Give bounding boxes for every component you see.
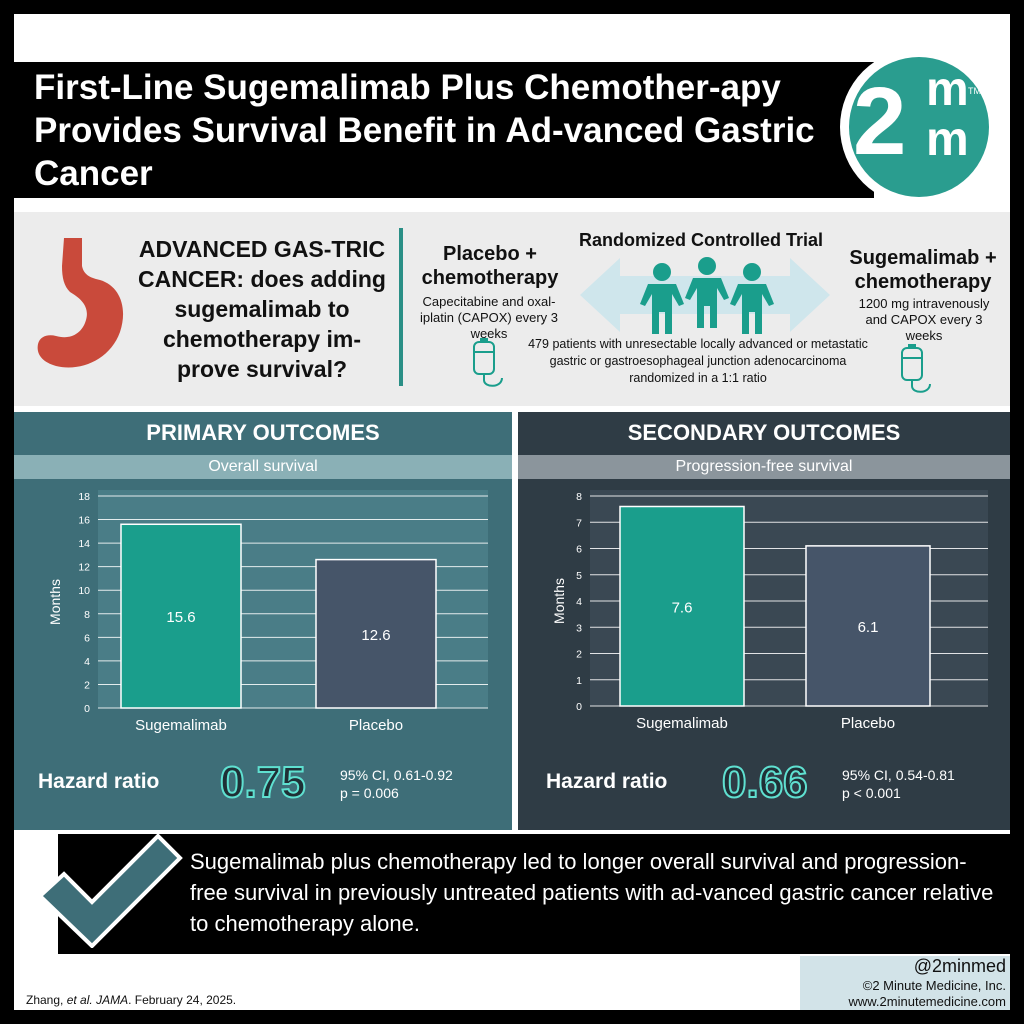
x-tick-label: Placebo — [841, 715, 895, 732]
conclusion-text: Sugemalimab plus chemotherapy led to lon… — [190, 849, 994, 936]
y-axis-label: Months — [47, 579, 63, 625]
y-tick-label: 4 — [576, 596, 582, 608]
placebo-arm-description: Capecitabine and oxal-iplatin (CAPOX) ev… — [420, 294, 558, 341]
iv-bag-icon-treatment — [901, 344, 931, 393]
citation: Zhang, et al. JAMA. February 24, 2025. — [26, 993, 236, 1007]
study-question: ADVANCED GAS-TRIC CANCER: does adding su… — [138, 236, 386, 382]
checkmark-icon — [37, 833, 183, 948]
secondary-hazard-label: Hazard ratio — [546, 770, 668, 793]
bar-sugemalimab — [120, 523, 242, 709]
bar-placebo — [315, 558, 437, 709]
trial-design-label: Randomized Controlled Trial — [578, 230, 824, 250]
secondary-hazard-value: 0.66 — [721, 757, 809, 808]
y-tick-label: 6 — [576, 544, 582, 556]
x-tick-label: Placebo — [349, 717, 403, 734]
y-tick-label: 16 — [78, 515, 90, 527]
y-tick-label: 0 — [576, 701, 582, 713]
secondary-confidence-interval: 95% CI, 0.54-0.81 — [842, 767, 955, 783]
y-tick-label: 1 — [576, 675, 582, 687]
conclusion-banner — [58, 834, 1010, 954]
overall-survival-chart: 0 2 4 6 8 10 12 14 16 18 Months 15.6 Sugemalimab 12.6… — [47, 490, 488, 734]
patients-icon — [640, 257, 774, 334]
y-tick-label: 6 — [84, 632, 90, 644]
brand-logo-circle — [849, 57, 989, 197]
citation-journal: JAMA — [96, 993, 129, 1007]
pfs-chart: 0 1 2 3 4 5 6 7 8 Months 7.6 Sugemalimab 6.1 Placebo — [551, 490, 988, 732]
primary-confidence-interval: 95% CI, 0.61-0.92 — [340, 767, 453, 783]
x-tick-label: Sugemalimab — [636, 715, 728, 732]
pfs-subheading: Progression-free survival — [518, 455, 1010, 479]
y-tick-label: 2 — [84, 679, 90, 691]
y-tick-label: 18 — [78, 491, 90, 503]
logo-digit: 2 — [853, 68, 907, 175]
bar-sugemalimab — [619, 505, 745, 707]
overall-survival-subheading: Overall survival — [14, 455, 512, 479]
page-title: First-Line Sugemalimab Plus Chemother-ap… — [34, 68, 815, 193]
y-tick-label: 10 — [78, 585, 90, 597]
logo-letter-bottom: m — [926, 113, 969, 166]
copyright: ©2 Minute Medicine, Inc. — [862, 978, 1006, 993]
trial-design-section — [14, 212, 1010, 406]
y-tick-label: 3 — [576, 622, 582, 634]
primary-p-value: p = 0.006 — [340, 785, 399, 801]
primary-hazard-label: Hazard ratio — [38, 770, 160, 793]
y-tick-label: 2 — [576, 649, 582, 661]
x-tick-label: Sugemalimab — [135, 717, 227, 734]
trial-population: 479 patients with unresectable locally a… — [528, 337, 868, 385]
bar-value-label: 12.6 — [361, 627, 390, 644]
placebo-arm-title: Placebo + chemotherapy — [421, 243, 559, 289]
secondary-p-value: p < 0.001 — [842, 785, 901, 801]
primary-hazard-value: 0.75 — [219, 757, 307, 808]
y-tick-label: 12 — [78, 562, 90, 574]
bar-value-label: 6.1 — [858, 619, 879, 636]
y-tick-label: 14 — [78, 538, 90, 550]
y-tick-label: 8 — [84, 609, 90, 621]
credit-box — [800, 956, 1010, 1010]
y-tick-label: 4 — [84, 656, 90, 668]
y-axis-label: Months — [551, 578, 567, 624]
social-handle: @2minmed — [913, 956, 1006, 976]
treatment-arm-title: Sugemalimab + chemotherapy — [849, 247, 997, 293]
treatment-arm-description: 1200 mg intravenously and CAPOX every 3 … — [858, 296, 990, 343]
secondary-outcomes-heading: SECONDARY OUTCOMES — [627, 420, 901, 445]
stomach-icon — [37, 238, 124, 368]
y-tick-label: 5 — [576, 570, 582, 582]
y-tick-label: 8 — [576, 491, 582, 503]
logo-letter-top: m — [926, 63, 969, 116]
bar-value-label: 15.6 — [166, 609, 195, 626]
iv-bag-icon — [473, 338, 503, 387]
logo-trademark: TM — [968, 86, 981, 96]
section-divider — [399, 228, 403, 386]
y-tick-label: 0 — [84, 703, 90, 715]
citation-date: . February 24, 2025. — [128, 993, 237, 1007]
primary-outcomes-heading: PRIMARY OUTCOMES — [146, 420, 380, 445]
title-banner — [14, 62, 874, 198]
bar-value-label: 7.6 — [672, 599, 693, 616]
y-tick-label: 7 — [576, 517, 582, 529]
website-link[interactable]: www.2minutemedicine.com — [848, 994, 1006, 1009]
citation-authors: Zhang, — [26, 993, 67, 1007]
citation-etal: et al. — [66, 993, 93, 1007]
bar-placebo — [805, 545, 931, 707]
